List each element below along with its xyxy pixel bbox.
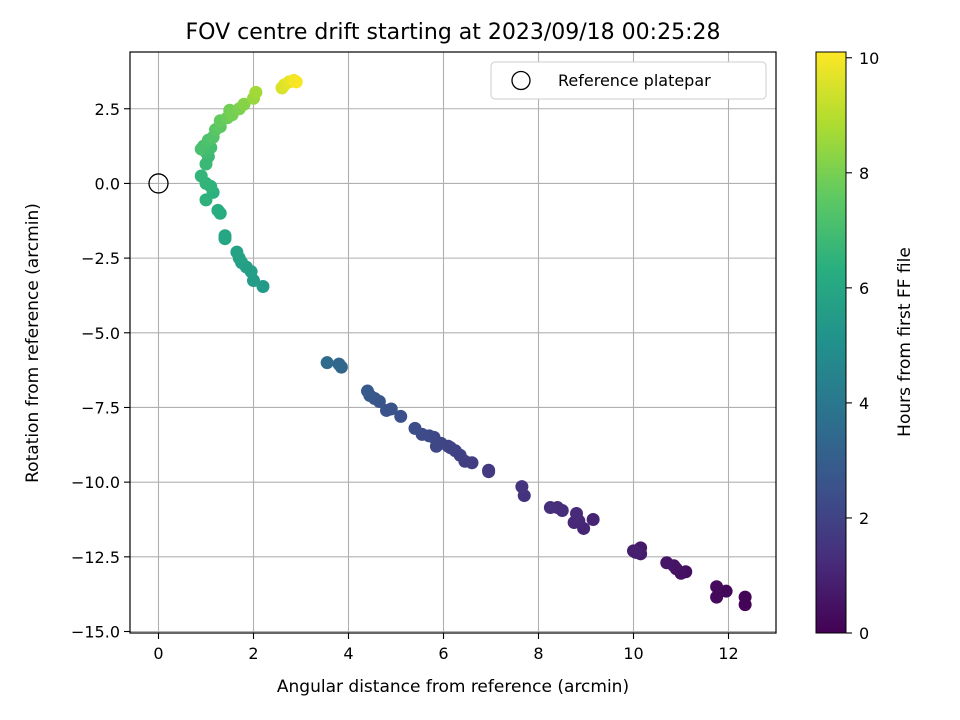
colorbar-tick-label: 4	[859, 394, 869, 413]
x-axis-label: Angular distance from reference (arcmin)	[277, 677, 629, 697]
y-tick-label: 0.0	[95, 174, 120, 193]
data-point	[629, 545, 643, 559]
data-point	[211, 203, 225, 217]
data-point	[408, 421, 422, 435]
y-tick-label: −15.0	[71, 623, 120, 642]
x-tick-label: 10	[623, 644, 643, 663]
data-points	[148, 73, 752, 612]
data-point	[218, 229, 232, 243]
data-point	[586, 512, 600, 526]
plot-area: 0 2 4 6 8 10 12 2.5 0.0 −2.5 −5.0 −7.5 −10.0 −12.5 −1…	[71, 51, 777, 663]
data-point	[320, 356, 334, 370]
colorbar-tick-label: 6	[859, 279, 869, 298]
colorbar-tick-label: 10	[859, 49, 879, 68]
x-axis-ticks: 0 2 4 6 8 10 12	[153, 633, 739, 663]
legend-reference-marker	[511, 70, 531, 91]
y-tick-label: 2.5	[95, 100, 120, 119]
data-point	[289, 75, 303, 89]
x-tick-label: 2	[248, 644, 258, 663]
colorbar-label: Hours from first FF file	[895, 247, 915, 437]
plot-frame	[129, 51, 777, 634]
data-point	[515, 480, 529, 494]
chart-title: FOV centre drift starting at 2023/09/18 …	[186, 20, 721, 45]
grid-lines	[130, 52, 776, 633]
data-point	[249, 85, 263, 99]
data-point	[660, 556, 674, 570]
data-point	[710, 590, 724, 604]
data-point	[332, 357, 346, 371]
y-axis-ticks: 2.5 0.0 −2.5 −5.0 −7.5 −10.0 −12.5 −15.0	[71, 100, 130, 642]
x-tick-label: 8	[533, 644, 543, 663]
y-axis-label: Rotation from reference (arcmin)	[23, 203, 43, 483]
legend-reference-label: Reference platepar	[558, 71, 711, 90]
data-point	[361, 384, 374, 398]
data-point	[237, 97, 251, 111]
data-point	[482, 465, 496, 479]
data-point	[230, 245, 244, 259]
data-point	[199, 193, 213, 207]
data-point	[380, 403, 393, 417]
colorbar-ticks: 0 2 4 6 8 10	[846, 49, 879, 643]
colorbar: 0 2 4 6 8 10 Hours from first FF file	[815, 49, 915, 643]
y-tick-label: −12.5	[71, 548, 120, 567]
y-tick-label: −7.5	[81, 398, 120, 417]
data-point	[194, 142, 208, 156]
data-point	[394, 409, 408, 423]
colorbar-tick-label: 8	[859, 164, 869, 183]
data-point	[738, 590, 752, 604]
y-tick-label: −5.0	[81, 324, 120, 343]
colorbar-tick-label: 2	[859, 509, 869, 528]
data-point	[710, 580, 724, 594]
x-tick-label: 4	[343, 644, 353, 663]
data-point	[194, 169, 208, 183]
reference-platepar-marker	[148, 173, 169, 194]
colorbar-tick-label: 0	[859, 624, 869, 643]
x-tick-label: 12	[718, 644, 738, 663]
data-point	[570, 507, 583, 521]
y-tick-label: −10.0	[71, 473, 120, 492]
data-point	[543, 501, 557, 515]
x-tick-label: 0	[153, 644, 163, 663]
y-tick-label: −2.5	[81, 249, 120, 268]
colorbar-gradient	[815, 51, 847, 634]
legend: Reference platepar	[490, 61, 767, 100]
legend-box	[490, 61, 767, 100]
data-point	[256, 279, 270, 293]
x-tick-label: 6	[438, 644, 448, 663]
